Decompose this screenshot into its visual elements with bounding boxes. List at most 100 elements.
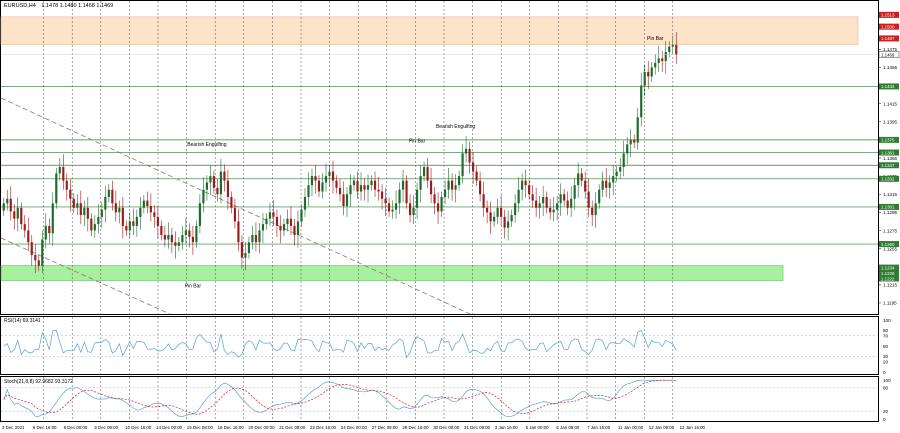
candle-body[interactable]	[156, 216, 159, 226]
candle-body[interactable]	[612, 176, 615, 183]
candle-body[interactable]	[675, 44, 678, 55]
candle-body[interactable]	[342, 194, 345, 207]
candle-body[interactable]	[359, 185, 363, 192]
candle-body[interactable]	[261, 224, 265, 231]
candle-body[interactable]	[167, 235, 170, 240]
candle-body[interactable]	[429, 180, 433, 195]
candle-body[interactable]	[468, 148, 471, 163]
candle-body[interactable]	[97, 216, 100, 225]
candle-body[interactable]	[48, 225, 51, 234]
candle-body[interactable]	[321, 182, 324, 192]
candle-body[interactable]	[636, 117, 639, 143]
candle-body[interactable]	[345, 194, 349, 207]
candle-body[interactable]	[643, 71, 646, 86]
candle-body[interactable]	[268, 212, 272, 219]
candle-body[interactable]	[654, 62, 657, 68]
candle-body[interactable]	[282, 224, 286, 231]
candle-body[interactable]	[440, 196, 443, 212]
candle-body[interactable]	[9, 198, 12, 212]
candle-body[interactable]	[640, 85, 643, 118]
candle-body[interactable]	[412, 207, 415, 216]
candle-body[interactable]	[552, 209, 555, 213]
candle-body[interactable]	[528, 185, 531, 195]
candle-body[interactable]	[398, 189, 401, 204]
price-panel[interactable]	[0, 0, 879, 315]
candle-body[interactable]	[461, 153, 464, 177]
candle-body[interactable]	[601, 180, 604, 190]
candle-body[interactable]	[475, 171, 478, 181]
candle-body[interactable]	[79, 203, 82, 216]
candle-body[interactable]	[2, 203, 5, 211]
candle-body[interactable]	[188, 230, 191, 237]
candle-body[interactable]	[16, 207, 19, 219]
candle-body[interactable]	[626, 144, 629, 154]
candle-body[interactable]	[426, 167, 429, 181]
candle-body[interactable]	[237, 221, 240, 243]
candle-body[interactable]	[500, 207, 503, 217]
candle-body[interactable]	[111, 189, 114, 204]
candle-body[interactable]	[170, 235, 173, 243]
candle-body[interactable]	[286, 218, 289, 225]
candle-body[interactable]	[335, 180, 338, 188]
candle-body[interactable]	[209, 176, 212, 183]
candle-body[interactable]	[247, 242, 251, 254]
candle-body[interactable]	[570, 198, 573, 208]
candle-body[interactable]	[503, 216, 506, 228]
candle-body[interactable]	[472, 162, 475, 172]
candle-body[interactable]	[195, 225, 198, 243]
candle-body[interactable]	[447, 180, 450, 190]
candle-body[interactable]	[622, 153, 625, 168]
candle-body[interactable]	[216, 187, 219, 195]
candle-body[interactable]	[594, 203, 597, 216]
stoch-panel[interactable]	[0, 376, 879, 422]
candle-body[interactable]	[496, 207, 499, 217]
candle-body[interactable]	[384, 198, 387, 204]
candle-body[interactable]	[619, 167, 622, 172]
candle-body[interactable]	[65, 180, 68, 190]
candle-body[interactable]	[415, 189, 419, 208]
candle-body[interactable]	[93, 224, 96, 231]
candle-body[interactable]	[230, 196, 233, 208]
candle-body[interactable]	[142, 200, 145, 208]
candle-body[interactable]	[275, 216, 279, 226]
candle-body[interactable]	[317, 180, 321, 192]
candle-body[interactable]	[422, 167, 426, 177]
candle-body[interactable]	[191, 236, 194, 243]
candle-body[interactable]	[314, 176, 317, 181]
candle-body[interactable]	[160, 225, 163, 235]
candle-body[interactable]	[380, 191, 384, 199]
candle-body[interactable]	[212, 176, 215, 188]
candle-body[interactable]	[486, 207, 489, 213]
candle-body[interactable]	[394, 203, 398, 210]
candle-body[interactable]	[83, 207, 86, 216]
candle-body[interactable]	[373, 180, 377, 190]
candle-body[interactable]	[20, 207, 23, 225]
candle-body[interactable]	[118, 207, 121, 213]
candle-body[interactable]	[538, 203, 541, 208]
candle-body[interactable]	[69, 189, 72, 199]
candle-body[interactable]	[443, 189, 447, 197]
candle-body[interactable]	[366, 185, 370, 190]
candle-body[interactable]	[13, 211, 16, 219]
candle-body[interactable]	[51, 203, 54, 234]
candle-body[interactable]	[104, 196, 107, 210]
candle-body[interactable]	[650, 67, 653, 77]
candle-body[interactable]	[401, 180, 405, 190]
candle-body[interactable]	[135, 216, 138, 226]
candle-body[interactable]	[647, 71, 650, 77]
candle-body[interactable]	[23, 224, 26, 231]
candle-body[interactable]	[324, 176, 328, 183]
candle-body[interactable]	[482, 194, 485, 208]
candle-body[interactable]	[629, 139, 632, 145]
candle-body[interactable]	[598, 189, 601, 204]
candle-body[interactable]	[279, 225, 282, 231]
candle-body[interactable]	[107, 189, 110, 197]
candle-body[interactable]	[436, 203, 440, 212]
candle-body[interactable]	[289, 218, 293, 226]
candle-body[interactable]	[240, 242, 244, 258]
candle-body[interactable]	[41, 239, 44, 266]
candle-body[interactable]	[668, 46, 671, 53]
candle-body[interactable]	[573, 185, 576, 199]
candle-body[interactable]	[608, 182, 611, 188]
